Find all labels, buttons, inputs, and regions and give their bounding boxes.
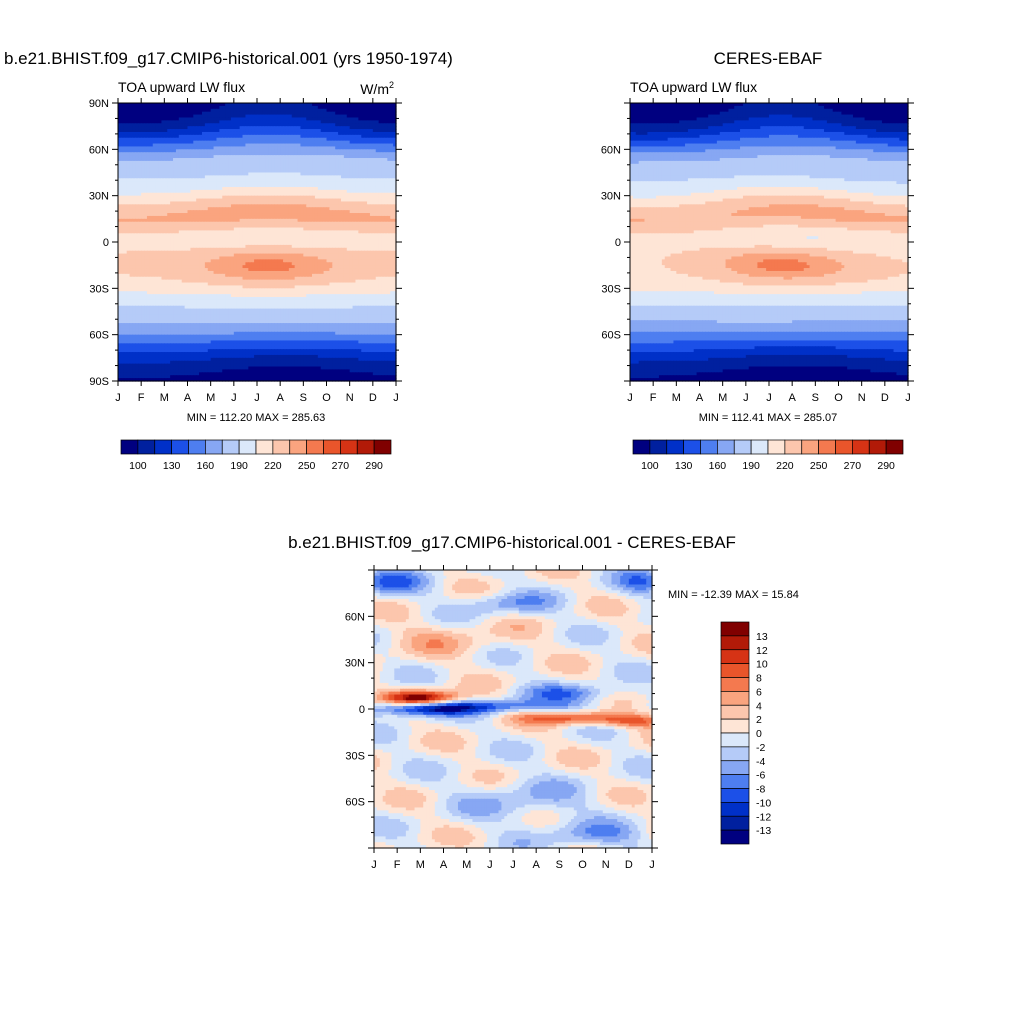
panel-model-units: W/m2 <box>360 80 394 97</box>
panel-model-title: b.e21.BHIST.f09_g17.CMIP6-historical.001… <box>4 49 453 68</box>
heatmap-cells <box>118 103 397 382</box>
panel-model-units-exp: 2 <box>389 80 394 90</box>
panel-model-left-string: TOA upward LW flux <box>118 79 245 95</box>
panel-model-units-base: W/m <box>360 81 389 97</box>
